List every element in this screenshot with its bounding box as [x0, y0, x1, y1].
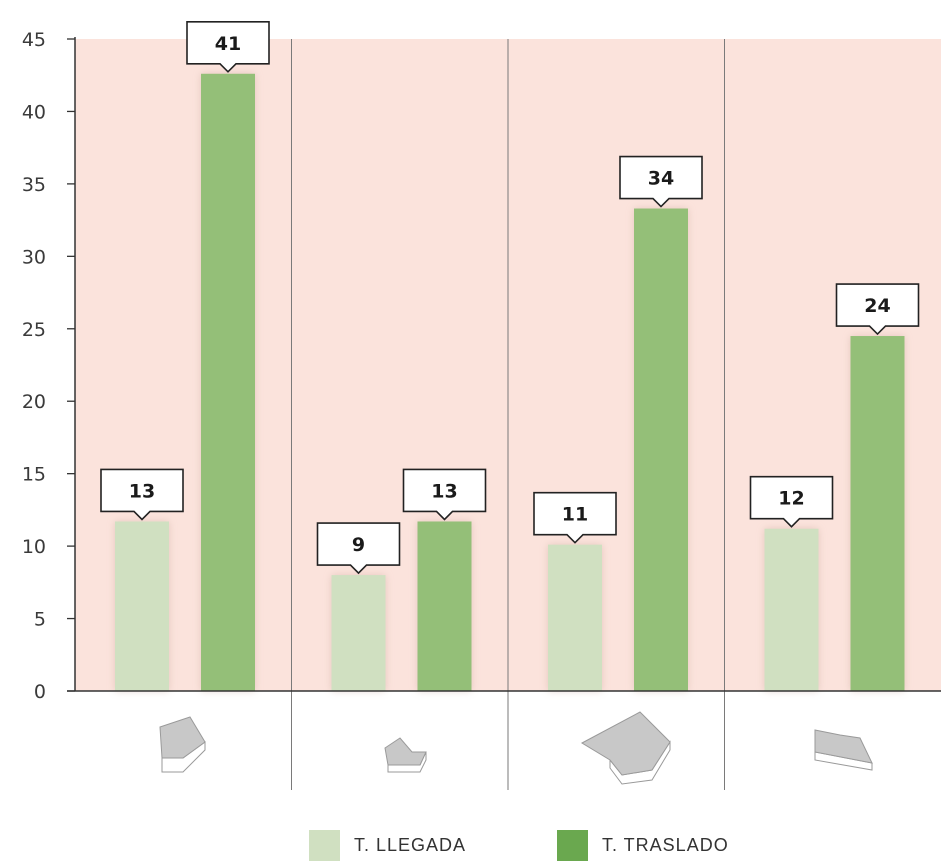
- callout-label: 41: [215, 33, 241, 55]
- y-tick-label: 45: [22, 29, 46, 51]
- category-icons: [159, 711, 873, 785]
- y-tick-label: 35: [22, 174, 46, 196]
- callout-label: 12: [778, 488, 804, 510]
- building-footprint-icon: [384, 737, 427, 773]
- y-tick-label: 10: [22, 536, 46, 558]
- callout-box: [100, 468, 184, 521]
- y-tick-label: 40: [22, 101, 46, 123]
- bar-traslado: [634, 208, 688, 691]
- bar-llegada: [331, 575, 386, 691]
- building-footprint-icon: [580, 711, 671, 785]
- y-tick-label: 15: [22, 464, 46, 486]
- callout-label: 13: [129, 480, 155, 502]
- callout-box: [533, 491, 617, 544]
- bar-traslado: [850, 336, 905, 691]
- value-callout: 13: [402, 468, 487, 521]
- y-tick-label: 30: [22, 246, 46, 268]
- value-callouts: 13 9 11 12 41 13 34 24: [100, 20, 920, 575]
- group-dividers: [291, 39, 725, 790]
- bar-llegada: [548, 544, 602, 691]
- value-callout: 24: [835, 283, 920, 336]
- callout-label: 9: [352, 534, 365, 556]
- callout-label: 24: [864, 295, 890, 317]
- y-tick-label: 5: [34, 609, 46, 631]
- value-callout: 13: [100, 468, 184, 521]
- callout-box: [749, 475, 834, 528]
- bar-llegada: [115, 521, 169, 691]
- bar-llegada: [764, 528, 819, 691]
- callout-box: [835, 283, 920, 336]
- callout-label: 11: [562, 504, 588, 526]
- callout-label: 13: [431, 480, 457, 502]
- y-ticks: 0 5 10 15 20 25 30 35 40 45: [22, 29, 75, 703]
- y-tick-label: 0: [34, 681, 46, 703]
- bar-traslado: [417, 521, 472, 691]
- legend-item-traslado: T. TRASLADO: [557, 830, 729, 861]
- y-tick-label: 20: [22, 391, 46, 413]
- value-callout: 12: [749, 475, 834, 528]
- bars-group: [115, 73, 905, 692]
- building-footprint-icon: [159, 716, 206, 773]
- axes: [67, 37, 941, 692]
- value-callout: 34: [619, 155, 703, 208]
- callout-box: [316, 522, 401, 575]
- value-callout: 41: [186, 20, 270, 73]
- legend-label-llegada: T. LLEGADA: [354, 835, 467, 855]
- callout-label: 34: [648, 168, 674, 190]
- legend-swatch-traslado: [557, 830, 588, 861]
- legend-item-llegada: T. LLEGADA: [309, 830, 466, 861]
- bar-traslado: [201, 73, 255, 692]
- value-callout: 9: [316, 522, 401, 575]
- callout-box: [402, 468, 487, 521]
- legend-swatch-llegada: [309, 830, 340, 861]
- legend-label-traslado: T. TRASLADO: [602, 835, 729, 855]
- building-footprint-icon: [814, 729, 873, 771]
- callout-box: [186, 20, 270, 73]
- y-tick-label: 25: [22, 319, 46, 341]
- value-callout: 11: [533, 491, 617, 544]
- callout-box: [619, 155, 703, 208]
